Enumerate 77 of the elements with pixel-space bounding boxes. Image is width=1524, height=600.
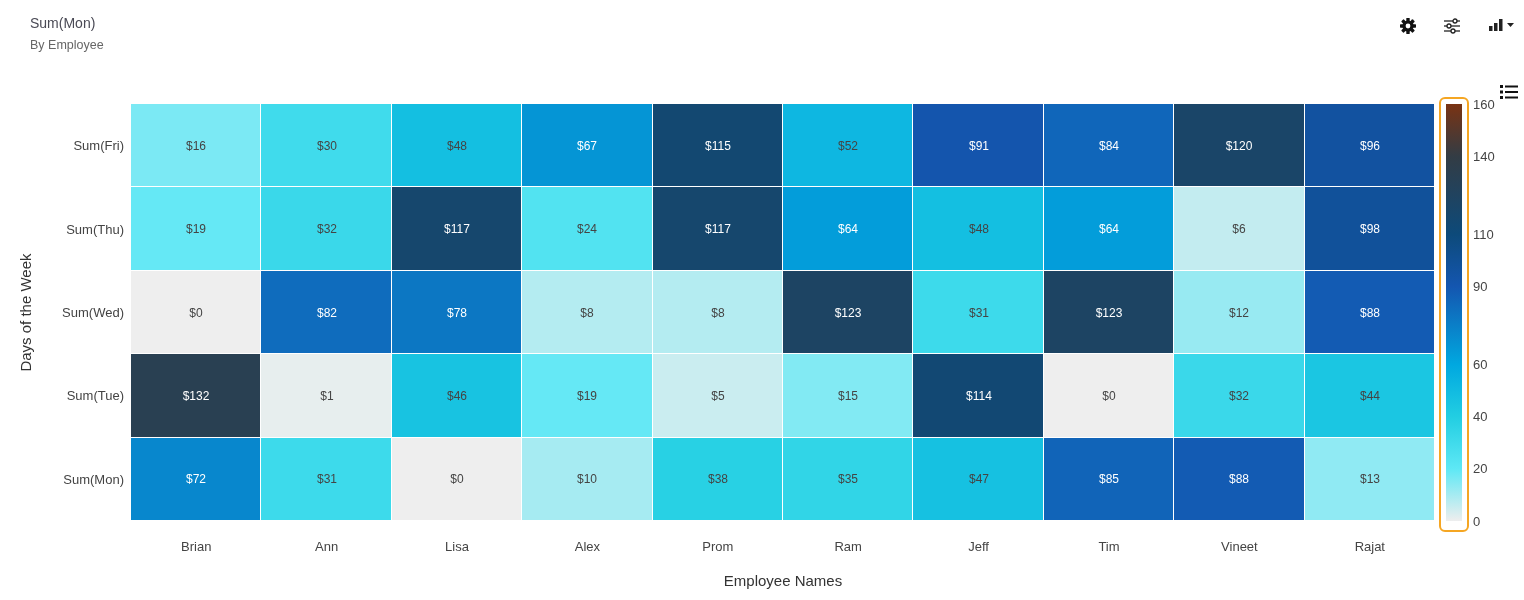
data-label: $117	[705, 222, 732, 237]
data-label: $67	[576, 139, 598, 154]
y-tick-label: Sum(Wed)	[62, 305, 124, 321]
data-label: $88	[1228, 472, 1250, 487]
y-tick-label: Sum(Mon)	[63, 471, 124, 487]
x-tick-label: Prom	[702, 539, 734, 554]
data-label: $48	[968, 222, 990, 237]
data-label: $38	[707, 472, 729, 487]
data-label: $32	[316, 222, 338, 237]
data-label: $31	[968, 306, 990, 321]
data-label: $19	[185, 222, 207, 237]
data-label: $123	[834, 306, 862, 321]
data-label: $48	[446, 139, 468, 154]
color-bar-label: 60	[1473, 357, 1488, 373]
data-label: $84	[1098, 139, 1120, 154]
data-label: $47	[968, 472, 990, 487]
data-label: $82	[316, 306, 338, 321]
x-tick-label: Alex	[574, 539, 601, 554]
data-label: $52	[837, 139, 859, 154]
x-tick-label: Jeff	[968, 539, 990, 554]
data-label: $6	[1232, 222, 1246, 237]
data-label: $64	[837, 222, 859, 237]
data-label: $72	[185, 472, 207, 487]
data-label: $30	[316, 139, 338, 154]
y-axis-title: Days of the Week	[17, 252, 35, 372]
data-label: $5	[711, 389, 725, 404]
data-label: $12	[1228, 306, 1250, 321]
x-tick-label: Brian	[181, 539, 212, 554]
data-label: $91	[968, 139, 990, 154]
data-label: $1	[320, 389, 334, 404]
color-bar-label: 90	[1473, 278, 1488, 294]
data-label: $44	[1359, 389, 1381, 404]
y-tick-label: Sum(Tue)	[66, 388, 124, 404]
data-label: $0	[450, 472, 464, 487]
x-tick-label: Vineet	[1221, 539, 1259, 554]
y-tick-label: Sum(Fri)	[73, 138, 124, 154]
data-label: $46	[446, 389, 468, 404]
data-label: $19	[576, 389, 598, 404]
data-label: $8	[580, 306, 594, 321]
x-tick-label: Rajat	[1354, 539, 1386, 554]
data-label: $64	[1098, 222, 1120, 237]
data-label: $115	[705, 139, 732, 154]
color-bar-label: 140	[1473, 148, 1495, 164]
data-label: $15	[837, 389, 859, 404]
x-tick-label: Lisa	[445, 539, 470, 554]
data-label: $132	[182, 389, 210, 404]
data-label: $10	[576, 472, 598, 487]
data-label: $96	[1359, 139, 1381, 154]
data-label: $120	[1225, 139, 1253, 154]
color-bar-label: 0	[1473, 513, 1481, 529]
data-label: $88	[1359, 306, 1381, 321]
x-tick-label: Tim	[1098, 539, 1120, 554]
data-label: $16	[185, 139, 207, 154]
data-label: $0	[189, 306, 203, 321]
color-bar-label: 110	[1473, 226, 1494, 242]
data-label: $13	[1359, 472, 1381, 487]
data-label: $78	[446, 306, 468, 321]
x-tick-label: Ram	[834, 539, 862, 554]
data-label: $24	[576, 222, 598, 237]
data-label: $31	[316, 472, 338, 487]
chart-subtitle: By Employee	[30, 38, 104, 52]
data-label: $35	[837, 472, 859, 487]
data-label: $85	[1098, 472, 1120, 487]
data-label: $123	[1095, 306, 1123, 321]
data-label: $117	[444, 222, 471, 237]
color-bar-label: 160	[1473, 96, 1495, 112]
color-bar-label: 40	[1473, 409, 1488, 425]
data-label: $32	[1228, 389, 1250, 404]
data-label: $8	[711, 306, 725, 321]
chart-title: Sum(Mon)	[30, 15, 96, 31]
x-axis-title: Employee Names	[723, 572, 843, 589]
data-label: $98	[1359, 222, 1381, 237]
y-tick-label: Sum(Thu)	[66, 221, 124, 237]
color-bar-label: 20	[1473, 461, 1488, 477]
data-label: $114	[966, 389, 993, 404]
data-label: $0	[1102, 389, 1116, 404]
x-tick-label: Ann	[315, 539, 339, 554]
